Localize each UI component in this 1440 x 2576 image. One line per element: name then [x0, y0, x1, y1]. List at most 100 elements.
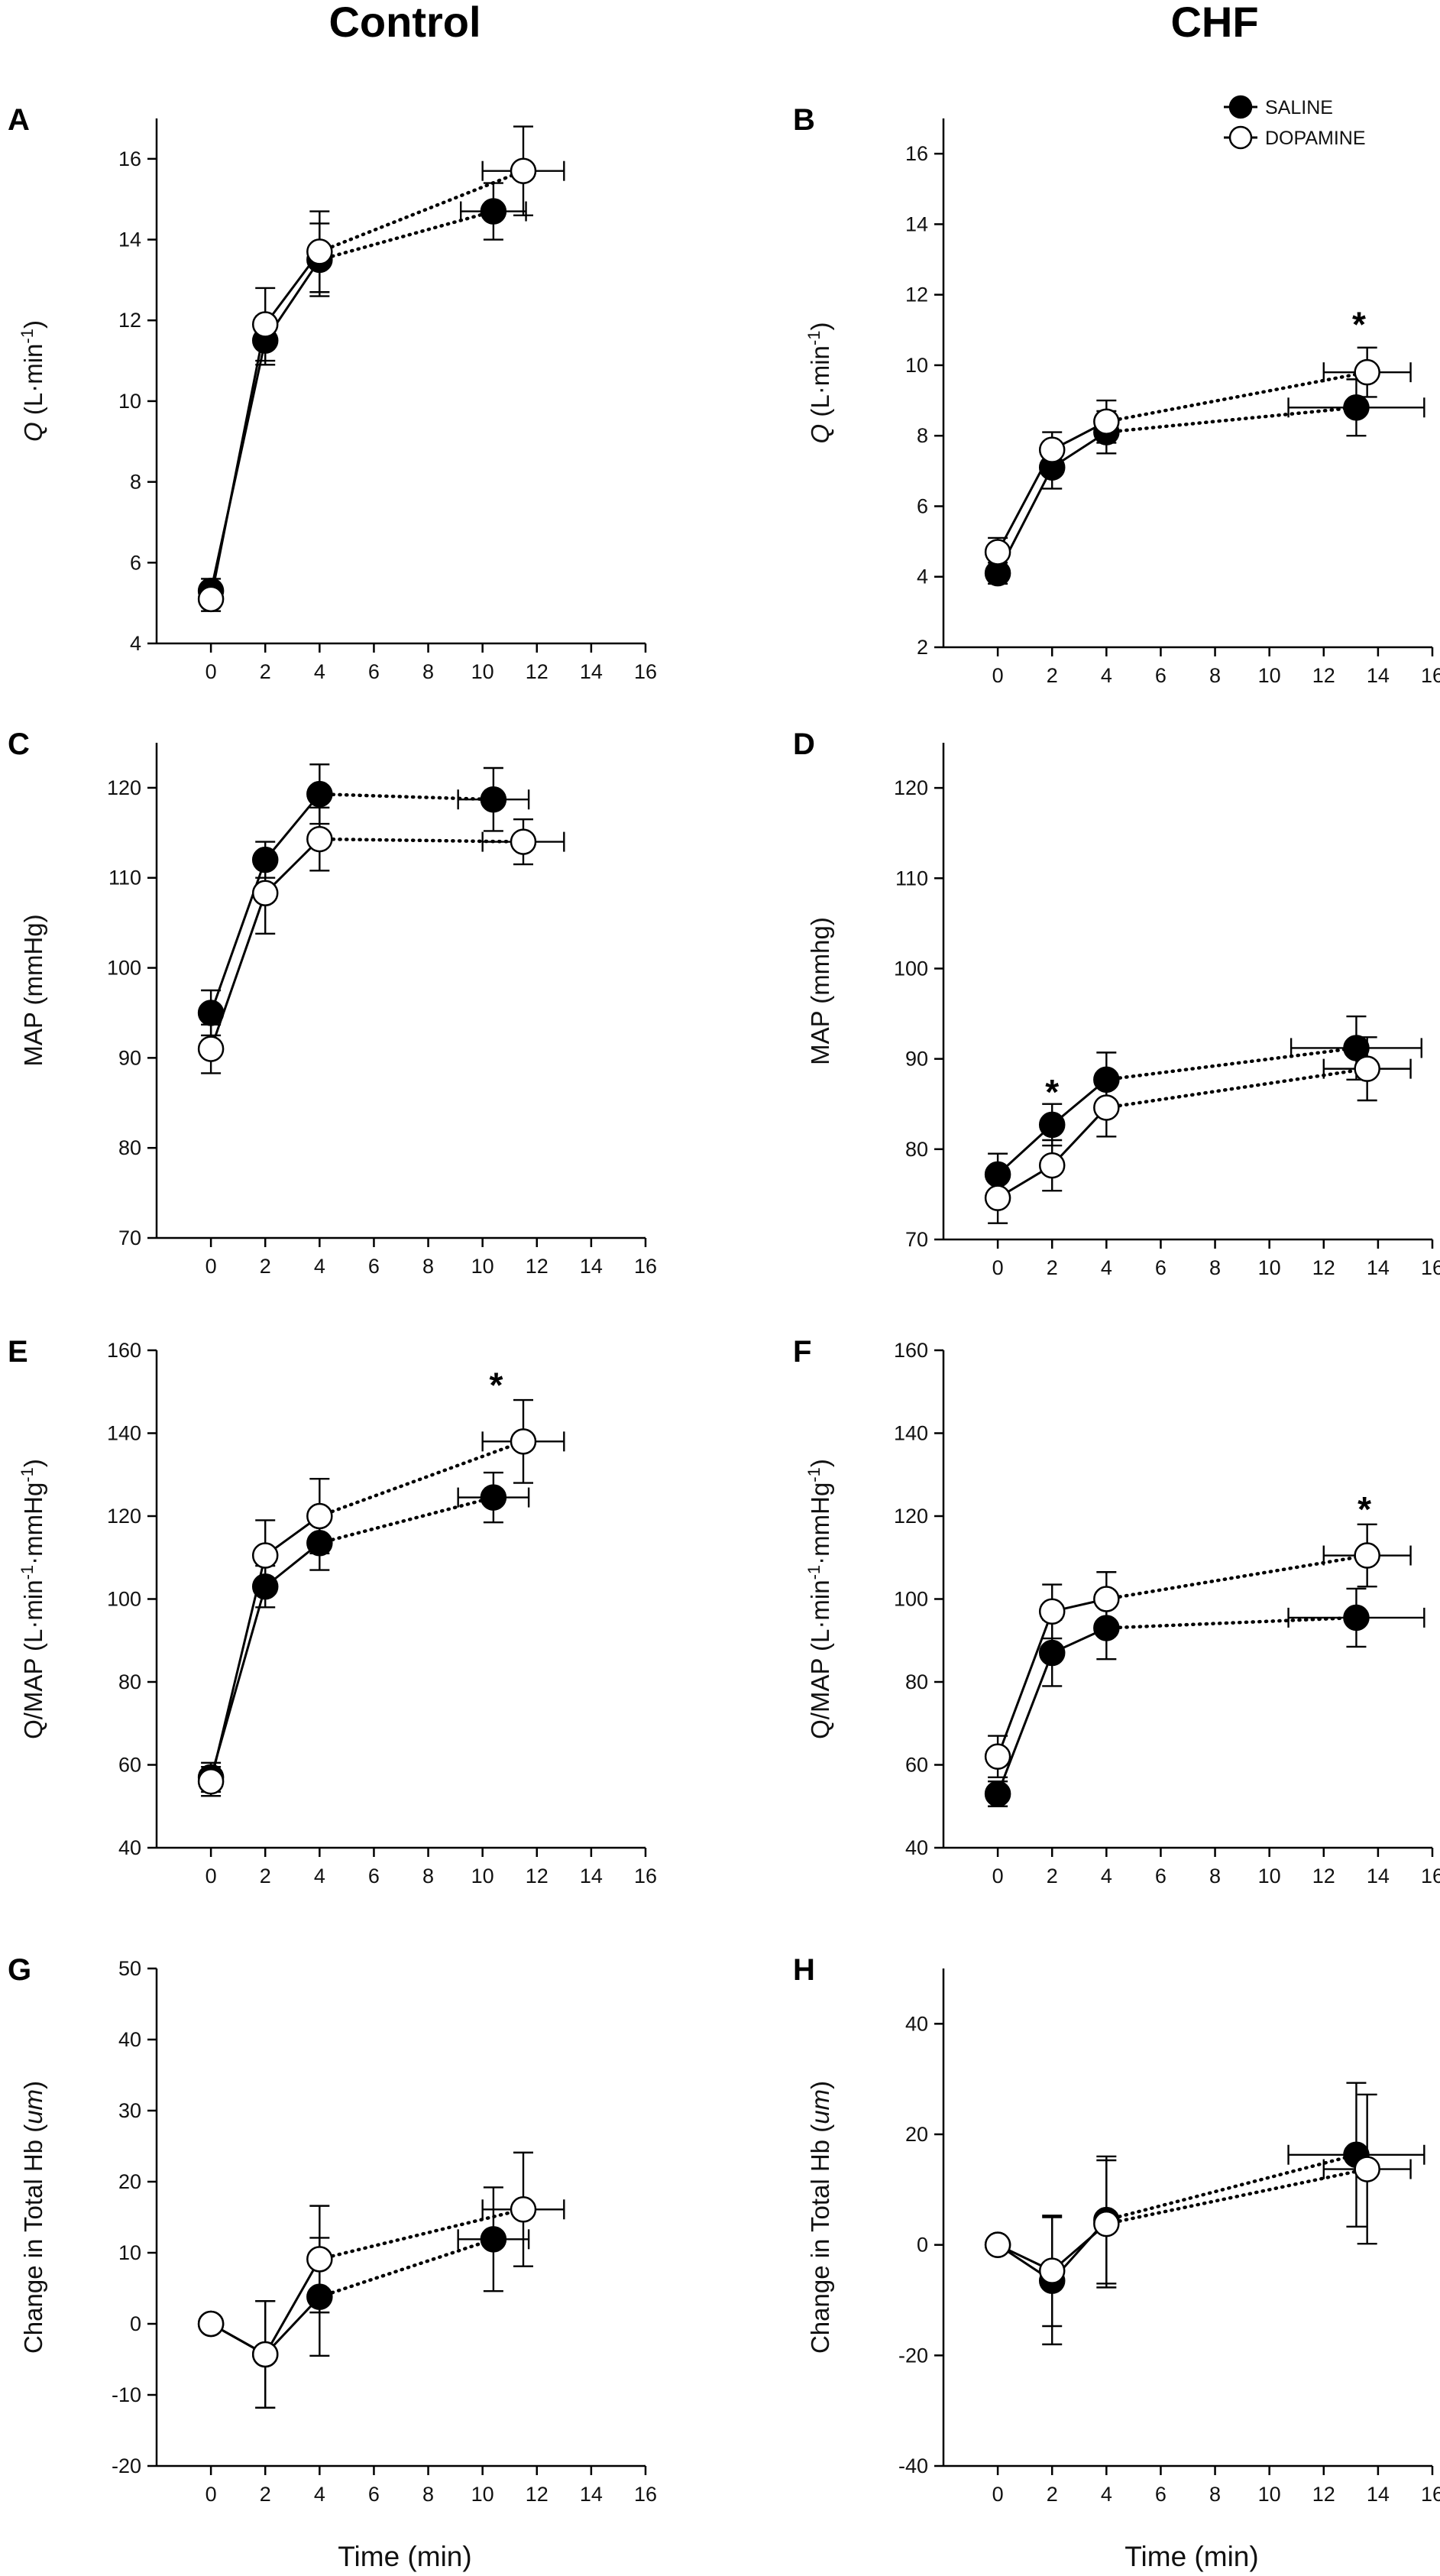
saline-point	[984, 1781, 1011, 1807]
dopamine-point	[510, 828, 537, 855]
y-tick-label: 40	[118, 1836, 141, 1859]
y-axis-label: MAP (mmHg)	[19, 914, 47, 1066]
panel-h: H -40 -20 0 20 40 0 2 4 6 8 10 12 14 16 Change in Total…	[793, 1953, 1440, 2506]
dopamine-point	[306, 238, 333, 265]
dopamine-point	[1354, 358, 1380, 386]
y-label-rest: (L·min	[806, 345, 834, 424]
y-tick-label: -40	[898, 2454, 928, 2477]
x-tick-label: 2	[1047, 2483, 1058, 2506]
dopamine-dotted-line	[318, 1440, 526, 1518]
y-tick-label: 2	[917, 636, 928, 659]
legend-saline-label: SALINE	[1265, 97, 1333, 118]
legend-dopamine-label: DOPAMINE	[1265, 128, 1366, 149]
y-axis-label: Q/MAP (L·min-1·mmHg-1)	[18, 1459, 47, 1739]
x-tick-label: 2	[260, 1255, 271, 1278]
saline-point	[306, 2283, 333, 2310]
column-title-control: Control	[328, 0, 481, 46]
y-label-main: Change in Total Hb (	[19, 2124, 47, 2354]
x-tick-label: 12	[526, 1255, 548, 1278]
dopamine-point	[251, 2341, 279, 2368]
y-axis-label: Change in Total Hb (um)	[806, 2081, 834, 2354]
dopamine-dotted-line	[318, 837, 526, 844]
dopamine-point	[984, 1743, 1011, 1770]
x-tick-label: 14	[1367, 664, 1390, 687]
dopamine-point	[251, 1542, 279, 1569]
y-tick-label: 90	[905, 1048, 928, 1071]
x-tick-label: 2	[1047, 1256, 1058, 1279]
y-tick-label: 6	[130, 551, 141, 574]
y-label-main: Q/MAP (L·min	[19, 1580, 47, 1738]
x-tick-label: 16	[634, 2483, 657, 2506]
y-label-italic: um	[19, 2089, 47, 2124]
y-label-main: Q/MAP (L·min	[806, 1580, 834, 1738]
dopamine-point	[251, 311, 279, 338]
panel-letter: F	[793, 1335, 811, 1369]
y-tick-label: 100	[894, 1588, 928, 1611]
y-axis-label: Q (L·min-1)	[804, 322, 834, 444]
panel-letter: E	[8, 1335, 28, 1369]
dopamine-point	[197, 2310, 225, 2338]
y-tick-label: -20	[898, 2344, 928, 2367]
column-title-chf: CHF	[1170, 0, 1258, 46]
y-label-q: Q	[806, 424, 834, 444]
x-tick-label: 8	[422, 1255, 434, 1278]
y-label-main: MAP (mmhg)	[806, 917, 834, 1065]
legend: SALINE DOPAMINE	[1224, 95, 1366, 150]
y-tick-label: 80	[905, 1670, 928, 1693]
legend-saline-marker	[1228, 95, 1253, 119]
y-tick-label: 80	[118, 1136, 141, 1159]
dopamine-point	[197, 1768, 225, 1795]
y-label-rest: (L·min	[19, 344, 47, 423]
panel-b: B 2 4 6 8 10 12 14 16 0 2 4 6 8 10 12 14 16 Q (L·min-1) *	[793, 103, 1440, 687]
x-tick-label: 16	[1421, 664, 1440, 687]
x-tick-label: 10	[1258, 2483, 1281, 2506]
x-tick-label: 8	[1209, 664, 1221, 687]
x-tick-label: 8	[422, 1865, 434, 1887]
x-tick-label: 6	[368, 2483, 380, 2506]
y-tick-label: 100	[894, 957, 928, 980]
y-tick-label: 8	[130, 471, 141, 494]
y-tick-label: 16	[118, 147, 141, 170]
x-tick-label: 16	[634, 660, 657, 683]
dopamine-point	[1093, 1094, 1120, 1121]
dopamine-point	[510, 157, 537, 184]
y-axis-label: Q/MAP (L·min-1·mmHg-1)	[804, 1459, 834, 1739]
dopamine-dotted-line	[1105, 2167, 1369, 2226]
saline-point	[480, 198, 507, 225]
x-tick-label: 0	[205, 660, 217, 683]
saline-point	[251, 846, 279, 873]
x-tick-label: 14	[580, 1255, 603, 1278]
dopamine-point	[510, 2196, 537, 2223]
y-axis-label: Q (L·min-1)	[18, 320, 47, 442]
x-tick-label: 10	[471, 660, 494, 683]
dopamine-point	[306, 825, 333, 853]
panel-c: C 70 80 90 100 110 120 0 2 4 6 8 10 12 14 16 MAP (mmHg)	[8, 727, 657, 1278]
x-tick-label: 14	[580, 660, 603, 683]
y-tick-label: 110	[108, 867, 141, 889]
significance-star: *	[1045, 1072, 1059, 1112]
y-label-main: MAP (mmHg)	[19, 914, 47, 1066]
y-label-rest: )	[19, 2081, 47, 2089]
x-tick-label: 2	[1047, 1865, 1058, 1887]
x-tick-label: 12	[526, 1865, 548, 1887]
y-tick-label: 30	[118, 2099, 141, 2122]
saline-dotted-line	[1105, 1046, 1358, 1082]
saline-point	[984, 1161, 1011, 1188]
y-label-sup: -1	[18, 329, 37, 344]
saline-point	[251, 1573, 279, 1600]
panel-a: A 4 6 8 10 12 14 16 0 2 4 6 8 10 12 14 16 Q (L·min-1)	[8, 103, 657, 683]
x-tick-label: 0	[992, 1256, 1004, 1279]
y-label-sup2: -1	[18, 1467, 37, 1482]
y-label-end: )	[806, 322, 834, 331]
saline-point	[1343, 1035, 1370, 1061]
y-tick-label: 14	[905, 212, 928, 235]
y-label-q: Q	[19, 422, 47, 442]
panel-letter: G	[8, 1953, 31, 1987]
y-label-end2: )	[806, 1459, 834, 1467]
significance-star: *	[1352, 305, 1366, 345]
panel-g: G -20 -10 0 10 20 30 40 50 0 2 4 6 8 10 12 14 16 Change in…	[8, 1953, 657, 2506]
saline-dotted-line	[318, 1495, 496, 1545]
x-tick-label: 10	[471, 1865, 494, 1887]
dopamine-point	[984, 539, 1011, 565]
